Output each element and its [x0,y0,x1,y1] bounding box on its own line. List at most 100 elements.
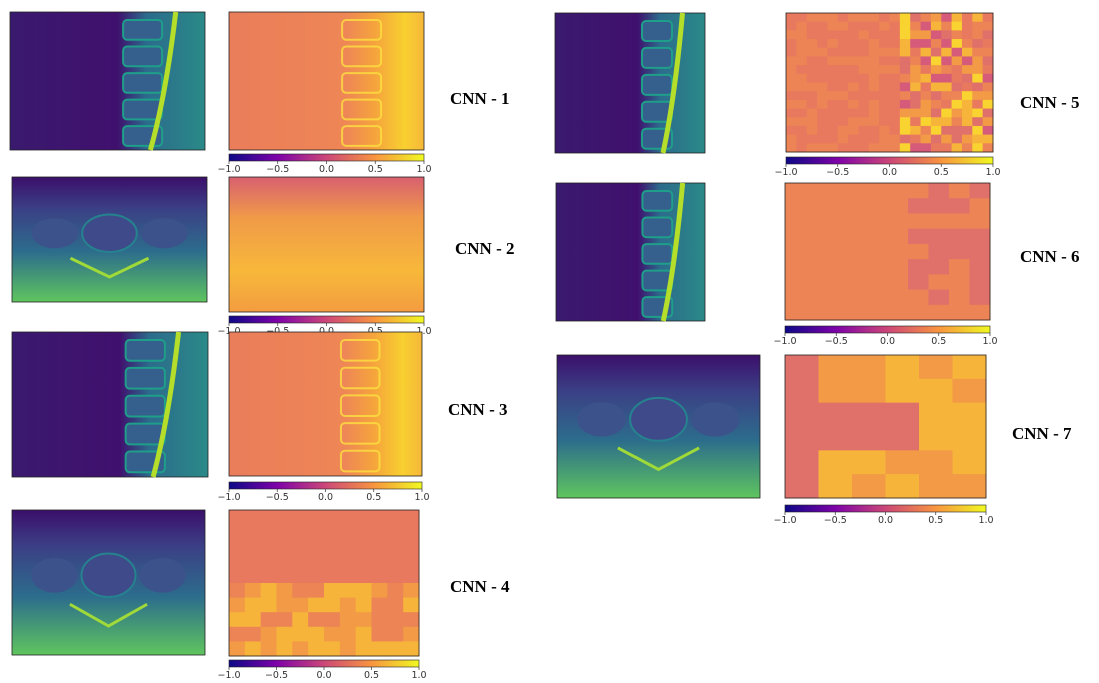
colorbar-tick-label: −0.5 [265,670,288,681]
heat-cell [229,510,245,525]
heat-cell [847,259,868,275]
heat-cell [807,135,818,144]
heat-cell [888,290,909,306]
panel: −1.0−0.50.00.51.0CNN - 7 [557,355,1072,526]
panel: −1.0−0.50.00.51.0CNN - 4 [12,510,510,681]
heat-cell [890,30,901,39]
heat-cell [847,213,868,229]
heat-cell [910,39,921,48]
heat-cell [890,39,901,48]
heat-cell [826,244,847,260]
colorbar-tick-label: 1.0 [411,670,426,681]
heat-cell [949,290,970,306]
heat-cell [807,65,818,74]
heat-cell [921,100,932,109]
heat-cell [826,213,847,229]
heat-cell [786,143,797,152]
heat-cell [879,109,890,118]
heat-cell [900,13,911,22]
colorbar-tick-label: −1.0 [773,515,796,526]
heat-cell [941,100,952,109]
heat-cell [970,229,991,245]
heat-cell [786,56,797,65]
heat-cell [785,183,806,199]
heat-cell [277,641,293,656]
heat-cell [277,612,293,627]
heat-cell [952,143,963,152]
heat-cell [827,100,838,109]
heat-cell [931,13,942,22]
heat-cell [807,13,818,22]
heat-cell [819,474,853,498]
heat-cell [941,135,952,144]
heat-cell [261,598,277,613]
heat-cell [826,198,847,214]
heat-cell [807,56,818,65]
heat-cell [962,135,973,144]
heat-cell [827,65,838,74]
heat-cell [847,183,868,199]
heat-cell [972,109,983,118]
heat-cell [229,554,245,569]
heat-cell [931,39,942,48]
heat-cell [848,100,859,109]
heat-cell [827,56,838,65]
heat-cell [277,539,293,554]
heat-cell [796,100,807,109]
heat-cell [852,403,886,427]
heat-cell [879,48,890,57]
heat-cell [372,598,388,613]
heat-cell [387,612,403,627]
heat-cell [838,39,849,48]
heat-cell [888,183,909,199]
heat-cell [245,627,261,642]
heat-cell [953,427,987,451]
heat-cell [890,56,901,65]
heat-cell [941,56,952,65]
heat-cell [910,56,921,65]
heat-cell [356,539,372,554]
heat-cell [324,568,340,583]
heat-cell [372,612,388,627]
heat-cell [817,22,828,31]
heat-cell [879,117,890,126]
vertebral-body [82,215,137,253]
heat-cell [786,100,797,109]
heat-cell [858,109,869,118]
heat-cell [931,56,942,65]
heat-cell [372,583,388,598]
heat-cell [819,379,853,403]
colorbar-tick-label: 1.0 [416,164,431,175]
heat-cell [970,213,991,229]
vertebra [642,244,672,264]
heat-cell [786,48,797,57]
heat-cell [941,30,952,39]
heat-cell [910,109,921,118]
heat-cell [869,65,880,74]
heat-cell [931,117,942,126]
heat-cell [817,100,828,109]
colorbar-tick-label: 1.0 [985,167,1000,178]
heat-cell [879,126,890,135]
heat-cell [879,74,890,83]
heat-cell [886,355,920,379]
heat-cell [838,74,849,83]
heat-cell [796,13,807,22]
heat-cell [867,259,888,275]
heat-cell [372,627,388,642]
heat-cell [826,274,847,290]
heat-cell [962,56,973,65]
heat-cell [817,13,828,22]
heat-cell [827,135,838,144]
psoas-left [577,402,626,436]
heat-cell [908,183,929,199]
heat-cell [387,510,403,525]
heat-cell [929,198,950,214]
heat-cell [852,474,886,498]
heat-cell [970,259,991,275]
heat-cell [387,568,403,583]
heat-cell [807,100,818,109]
panel-label: CNN - 6 [1020,247,1080,266]
heat-cell [796,109,807,118]
heat-cell [826,259,847,275]
